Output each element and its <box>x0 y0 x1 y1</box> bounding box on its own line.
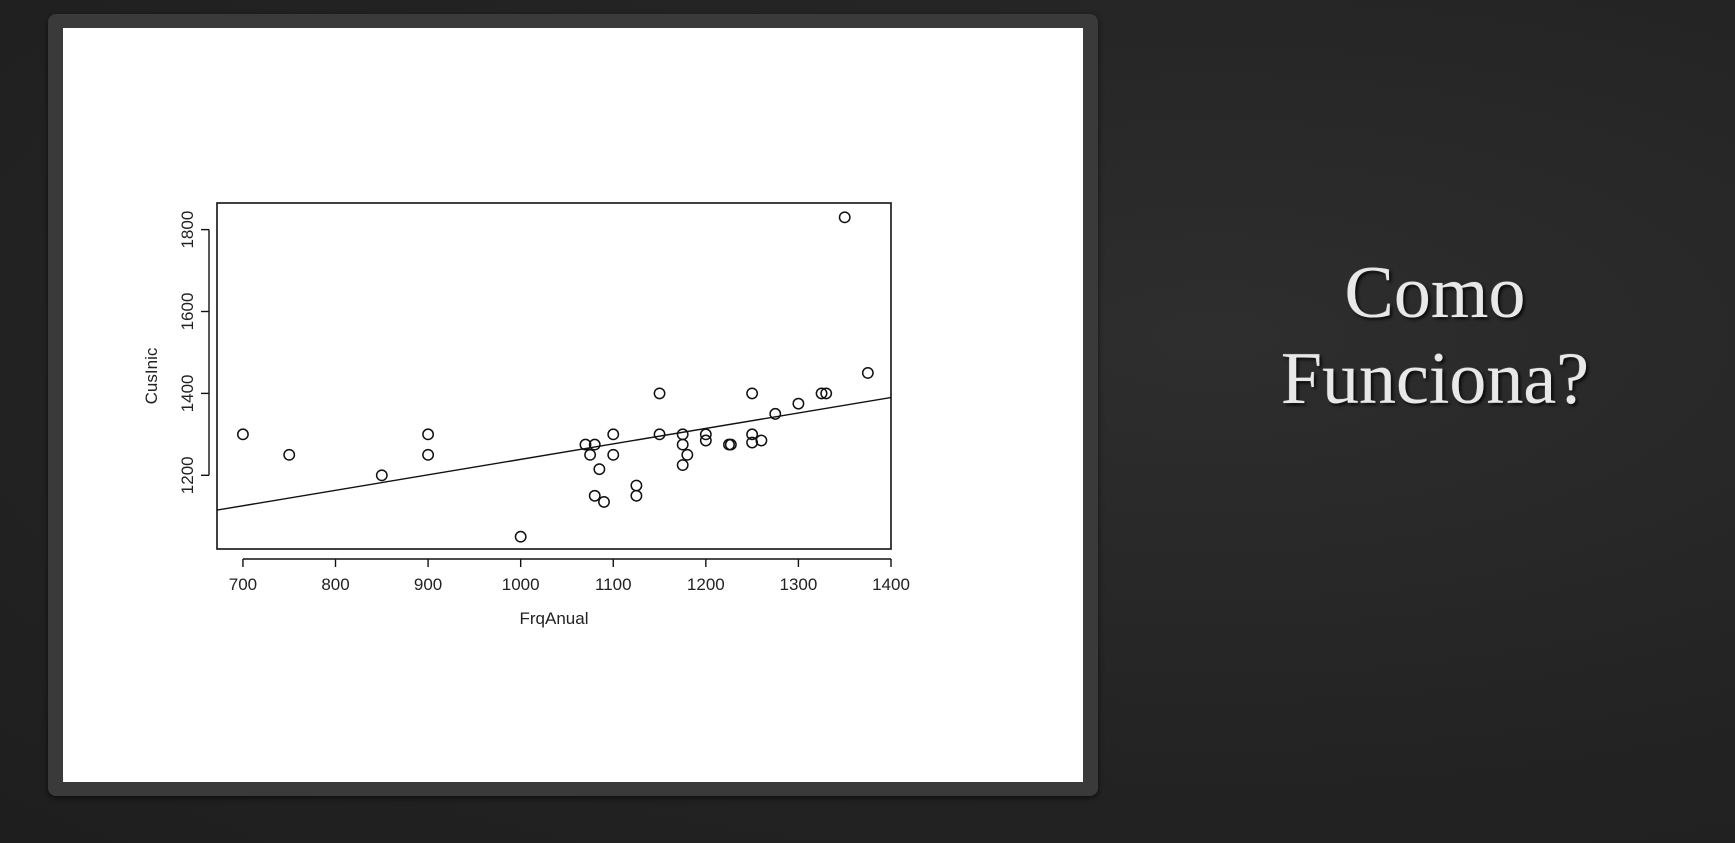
data-point <box>598 495 610 508</box>
data-point <box>699 434 712 447</box>
data-point <box>653 428 666 441</box>
data-point <box>724 438 737 451</box>
plot-frame <box>216 202 892 550</box>
data-point <box>630 479 643 492</box>
slide-title: Como Funciona? <box>1160 250 1710 422</box>
data-point <box>422 448 435 461</box>
scatter-chart: 700 800 900 1000 1100 1200 1300 1400 1200 1400 16… <box>63 28 1083 782</box>
x-tick-label: 1100 <box>595 575 632 594</box>
data-point <box>838 211 851 224</box>
y-axis: 1200 1400 1600 1800 <box>178 211 210 494</box>
chart-canvas: 700 800 900 1000 1100 1200 1300 1400 1200 1400 16… <box>142 202 910 628</box>
data-point <box>676 438 689 451</box>
y-tick-label: 1400 <box>178 374 197 412</box>
data-point <box>681 448 694 461</box>
data-point <box>514 530 527 543</box>
data-point <box>861 366 874 379</box>
data-point <box>820 387 833 400</box>
data-point <box>607 428 620 441</box>
data-point <box>579 438 592 451</box>
data-point <box>755 434 768 447</box>
data-point <box>653 387 666 400</box>
x-axis: 700 800 900 1000 1100 1200 1300 1400 <box>229 558 910 594</box>
data-point <box>236 428 249 441</box>
data-points <box>236 211 874 543</box>
data-point <box>746 428 759 441</box>
x-tick-label: 700 <box>229 575 257 594</box>
x-tick-label: 1200 <box>687 575 725 594</box>
data-point <box>699 428 712 441</box>
data-point <box>792 397 805 410</box>
y-tick-label: 1200 <box>178 456 197 494</box>
data-point <box>588 438 601 451</box>
x-axis-label: FrqAnual <box>520 609 589 628</box>
x-tick-label: 800 <box>321 575 349 594</box>
data-point <box>746 387 759 400</box>
y-tick-label: 1600 <box>178 293 197 331</box>
slide-title-line-1: Como <box>1344 252 1526 334</box>
data-point <box>630 489 643 502</box>
data-point <box>588 489 601 502</box>
data-point <box>769 407 782 420</box>
y-axis-label: CusInic <box>142 347 161 404</box>
data-point <box>375 469 388 482</box>
data-point <box>584 448 597 461</box>
regression-line <box>216 396 892 511</box>
data-point <box>593 463 606 476</box>
x-tick-label: 1400 <box>872 575 910 594</box>
x-tick-label: 1300 <box>780 575 818 594</box>
data-point <box>815 387 828 400</box>
data-point <box>422 428 435 441</box>
data-point <box>283 448 296 461</box>
data-point <box>607 448 620 461</box>
data-point <box>676 459 689 472</box>
slide-title-line-2: Funciona? <box>1280 338 1590 420</box>
x-tick-label: 1000 <box>502 575 540 594</box>
x-tick-label: 900 <box>414 575 442 594</box>
y-tick-label: 1800 <box>178 211 197 249</box>
data-point <box>676 428 689 441</box>
